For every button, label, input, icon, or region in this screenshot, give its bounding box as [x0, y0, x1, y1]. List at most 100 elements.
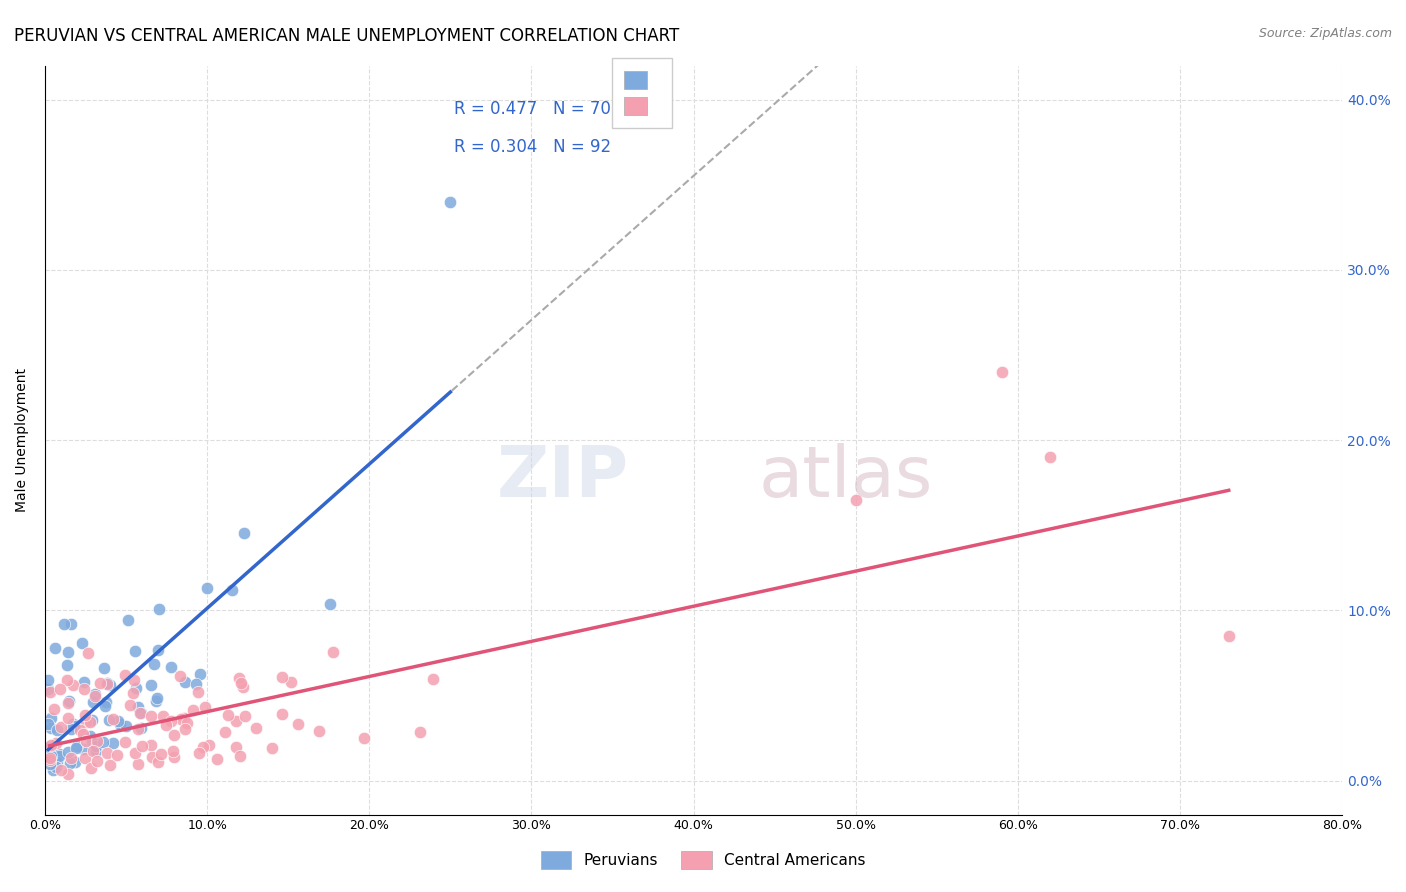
Point — [124, 644, 146, 658]
Point — [37, 740, 59, 755]
Point — [1039, 450, 1062, 464]
Point — [233, 708, 256, 723]
Point — [217, 707, 239, 722]
Point — [42, 763, 65, 777]
Point — [195, 582, 218, 596]
Point — [49, 720, 72, 734]
Point — [139, 678, 162, 692]
Point — [280, 675, 302, 690]
Point — [439, 194, 461, 209]
Point — [128, 706, 150, 721]
Point — [131, 739, 153, 753]
Y-axis label: Male Unemployment: Male Unemployment — [15, 368, 30, 512]
Point — [422, 673, 444, 687]
Point — [58, 711, 80, 725]
Point — [187, 685, 209, 699]
Point — [271, 706, 294, 721]
Point — [96, 695, 118, 709]
Point — [114, 735, 136, 749]
Point — [62, 717, 84, 731]
Point — [75, 715, 97, 730]
Point — [58, 767, 80, 781]
Point — [117, 613, 139, 627]
Point — [105, 748, 128, 763]
Point — [60, 722, 83, 736]
Point — [124, 673, 146, 687]
Point — [145, 694, 167, 708]
Point — [194, 700, 217, 714]
Point — [148, 755, 170, 769]
Point — [145, 691, 167, 706]
Point — [42, 702, 65, 716]
Point — [163, 728, 186, 742]
Point — [162, 744, 184, 758]
Point — [225, 714, 247, 728]
Point — [45, 760, 67, 774]
Point — [89, 676, 111, 690]
Point — [72, 727, 94, 741]
Point — [41, 738, 63, 752]
Point — [66, 739, 89, 753]
Point — [59, 616, 82, 631]
Point — [37, 681, 59, 696]
Point — [79, 715, 101, 730]
Point — [37, 673, 59, 687]
Point — [163, 750, 186, 764]
Point — [70, 636, 93, 650]
Point — [173, 722, 195, 736]
Point — [139, 709, 162, 723]
Point — [188, 746, 211, 760]
Point — [48, 748, 70, 763]
Point — [45, 736, 67, 750]
Point — [353, 731, 375, 745]
Point — [48, 681, 70, 696]
Point — [150, 747, 173, 762]
Legend: , : , — [612, 58, 672, 128]
Point — [232, 526, 254, 541]
Point — [155, 718, 177, 732]
Point — [93, 661, 115, 675]
Point — [80, 760, 103, 774]
Point — [141, 750, 163, 764]
Point — [127, 722, 149, 736]
Point — [93, 698, 115, 713]
Point — [118, 698, 141, 713]
Point — [214, 725, 236, 739]
Point — [205, 752, 228, 766]
Point — [127, 757, 149, 772]
Point — [148, 642, 170, 657]
Point — [176, 716, 198, 731]
Point — [86, 754, 108, 768]
Point — [56, 696, 79, 710]
Point — [86, 739, 108, 753]
Point — [225, 739, 247, 754]
Text: R = 0.477   N = 70: R = 0.477 N = 70 — [454, 101, 610, 119]
Point — [160, 659, 183, 673]
Point — [59, 751, 82, 765]
Point — [129, 721, 152, 735]
Point — [38, 684, 60, 698]
Point — [49, 763, 72, 777]
Point — [39, 721, 62, 735]
Point — [80, 713, 103, 727]
Point — [83, 688, 105, 702]
Point — [1218, 629, 1240, 643]
Point — [91, 734, 114, 748]
Point — [270, 670, 292, 684]
Point — [62, 719, 84, 733]
Point — [114, 668, 136, 682]
Point — [56, 673, 79, 687]
Point — [990, 365, 1012, 379]
Point — [322, 645, 344, 659]
Point — [80, 735, 103, 749]
Point — [152, 709, 174, 723]
Point — [98, 678, 121, 692]
Point — [127, 699, 149, 714]
Point — [46, 755, 69, 769]
Point — [122, 686, 145, 700]
Point — [79, 730, 101, 744]
Point — [845, 492, 868, 507]
Point — [188, 667, 211, 681]
Point — [39, 711, 62, 725]
Point — [45, 723, 67, 738]
